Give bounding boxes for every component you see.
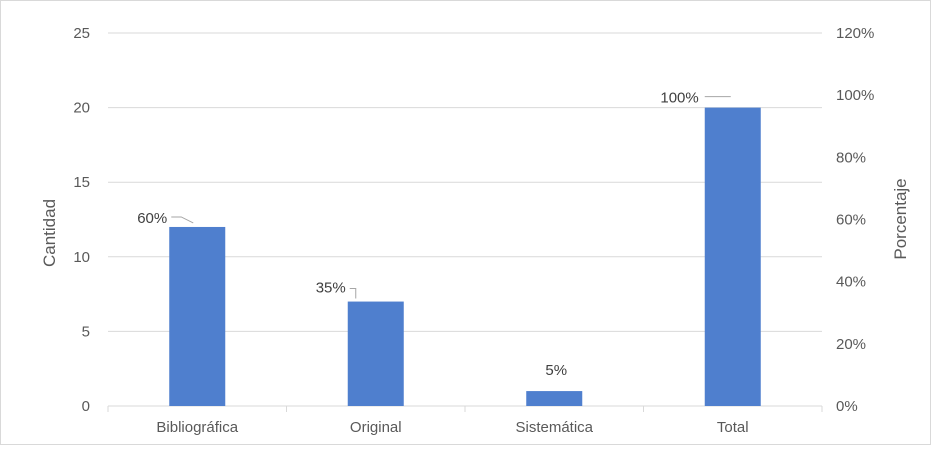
y2-axis-title: Porcentaje	[891, 178, 910, 259]
leader-line	[171, 216, 194, 224]
y-tick-label: 10	[73, 249, 90, 266]
x-tick-label: Original	[350, 419, 402, 436]
leader-line	[349, 288, 357, 299]
y2-tick-label: 100%	[836, 87, 874, 104]
data-label: 100%	[660, 90, 698, 107]
y2-tick-label: 0%	[836, 398, 858, 415]
left-axis-ticks: 0 5 10 15 20 25	[73, 25, 90, 415]
x-tick-label: Bibliográfica	[156, 419, 238, 436]
y-tick-label: 0	[82, 398, 90, 415]
leader-lines	[171, 96, 731, 299]
y2-tick-label: 20%	[836, 336, 866, 353]
y-tick-label: 25	[73, 25, 90, 42]
data-label: 60%	[137, 210, 167, 227]
x-axis-ticks: Bibliográfica Original Sistemática Total	[156, 419, 748, 436]
gridlines	[107, 32, 823, 412]
data-label: 35%	[316, 280, 346, 297]
y-axis-title: Cantidad	[40, 199, 59, 267]
y2-tick-label: 80%	[836, 149, 866, 166]
y2-tick-label: 120%	[836, 25, 874, 42]
bar	[347, 301, 404, 406]
bar	[526, 391, 583, 406]
y2-tick-label: 60%	[836, 212, 866, 229]
right-axis-ticks: 0% 20% 40% 60% 80% 100% 120%	[836, 25, 874, 415]
y-tick-label: 5	[82, 323, 90, 340]
data-labels: 60% 35% 5% 100%	[137, 90, 699, 379]
bars	[169, 107, 761, 406]
bar	[704, 107, 761, 406]
y-tick-label: 20	[73, 100, 90, 117]
data-label: 5%	[545, 362, 567, 379]
y2-tick-label: 40%	[836, 274, 866, 291]
y-tick-label: 15	[73, 174, 90, 191]
bar	[169, 226, 226, 406]
x-tick-label: Sistemática	[515, 419, 593, 436]
x-tick-label: Total	[717, 419, 749, 436]
